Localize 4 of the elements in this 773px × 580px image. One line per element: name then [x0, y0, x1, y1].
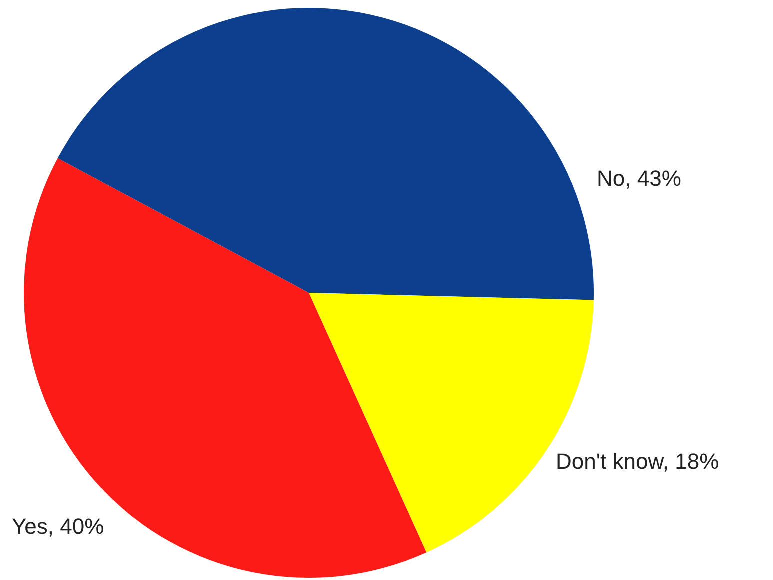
slice-label: No, 43%: [597, 166, 682, 191]
pie-slice: [58, 8, 594, 300]
slice-label: Yes, 40%: [12, 514, 104, 539]
slice-label: Don't know, 18%: [556, 449, 720, 474]
